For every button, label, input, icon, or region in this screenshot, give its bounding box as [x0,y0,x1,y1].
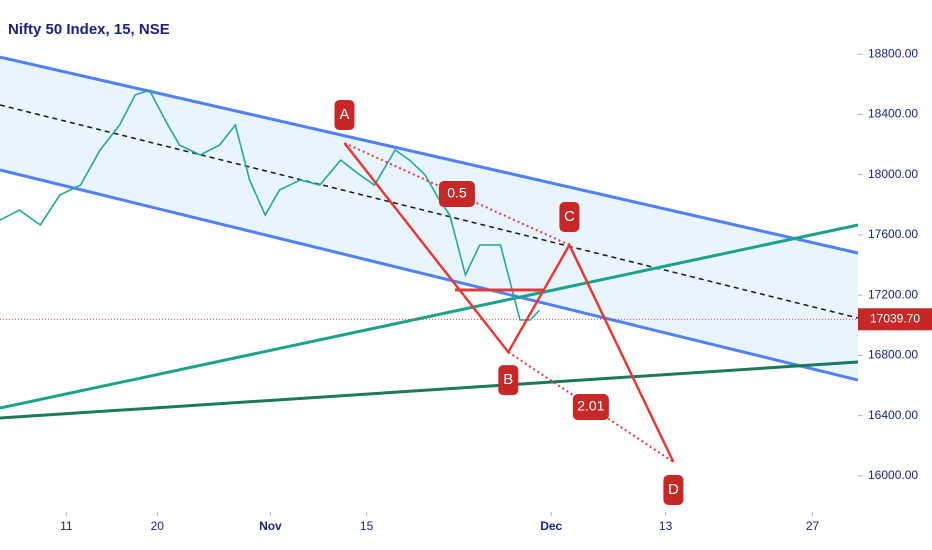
y-tick-label: 18000.00 [868,167,918,181]
x-tick-label: Dec [540,519,562,533]
point-box [498,365,519,396]
y-tick-label: 16000.00 [868,468,918,482]
point-box [663,475,684,506]
price-line [0,89,541,321]
y-tick-label: 18400.00 [868,107,918,121]
channel-middle [0,104,859,319]
pattern-line [343,142,675,463]
chart-title: Nifty 50 Index, 15, NSE [8,21,170,38]
channel-fill [0,57,858,381]
ratio-line [507,351,674,463]
point-label: D [668,481,679,498]
trend-line [0,360,859,420]
point-label: B [503,371,513,388]
x-tick-label: 11 [60,519,73,533]
last-price-box [858,308,932,331]
x-tick-label: 27 [806,519,820,533]
point-label: C [564,208,575,225]
channel-lower [0,168,859,382]
x-tick-label: 15 [360,519,374,533]
y-tick-label: 17600.00 [868,227,918,241]
channel-upper [0,55,859,255]
x-tick-label: 13 [659,519,673,533]
ratio-line [344,142,570,246]
x-tick-label: 20 [151,519,165,533]
y-tick-label: 16400.00 [868,408,918,422]
ratio-box [572,394,609,421]
last-price-label: 17039.70 [870,311,920,325]
ratio-label: 2.01 [577,398,604,414]
ratio-box [438,181,475,208]
y-tick-label: 16800.00 [868,348,918,362]
y-tick-label: 17200.00 [868,287,918,301]
ratio-label: 0.5 [447,185,467,201]
point-box [559,202,580,233]
point-label: A [339,106,349,123]
x-tick-label: Nov [259,519,282,533]
point-box [334,100,355,131]
y-tick-label: 18800.00 [868,46,918,60]
trend-line [0,223,859,410]
